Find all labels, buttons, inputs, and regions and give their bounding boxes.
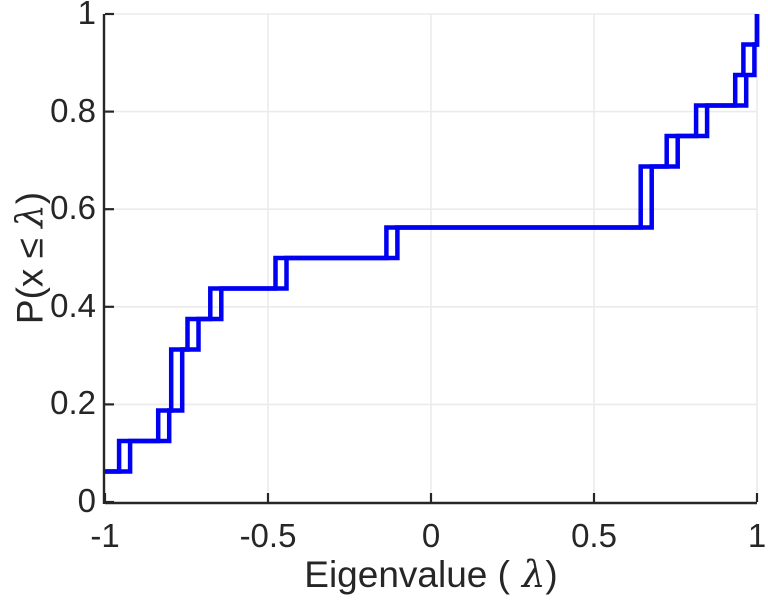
x-tick-label-3: 0.5 (571, 517, 617, 554)
x-axis-label-close: ) (545, 554, 558, 595)
x-tick-label-2: 0 (421, 517, 441, 554)
lambda-symbol: λ (521, 553, 546, 596)
y-tick-label-3: 0.6 (50, 189, 96, 227)
x-tick-label-1: -0.5 (239, 517, 297, 554)
y-axis-label: P(x ≤ λ) (8, 191, 52, 325)
y-tick-label-1: 0.2 (50, 384, 96, 422)
y-tick-label-5: 1 (77, 0, 96, 32)
y-axis-label-close: ) (9, 191, 51, 205)
x-axis-label-text: Eigenvalue ( (304, 554, 510, 595)
y-tick-label-2: 0.4 (50, 286, 96, 324)
lambda-symbol: λ (8, 204, 52, 228)
x-tick-label-4: 1 (747, 517, 767, 554)
ecdf-stairs-line-b (105, 14, 760, 474)
x-tick-label-0: -1 (90, 517, 120, 554)
y-tick-label-0: 0 (77, 482, 96, 520)
x-axis-label: Eigenvalue ( λ) (304, 556, 557, 593)
y-axis-label-text: P(x ≤ (9, 227, 51, 325)
y-tick-label-4: 0.8 (50, 91, 96, 129)
